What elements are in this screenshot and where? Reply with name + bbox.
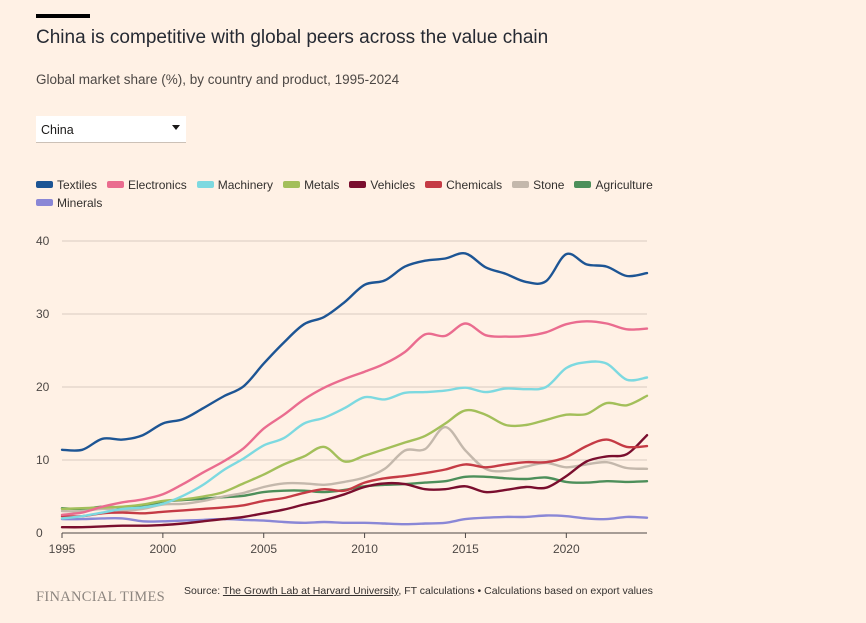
chart-subtitle: Global market share (%), by country and …	[36, 72, 400, 87]
legend-item-textiles: Textiles	[36, 178, 97, 192]
legend-label: Agriculture	[595, 178, 653, 192]
legend-label: Vehicles	[370, 178, 416, 192]
legend-item-stone: Stone	[512, 178, 564, 192]
legend-item-agriculture: Agriculture	[574, 178, 653, 192]
x-tick-label: 2010	[351, 542, 378, 556]
legend-label: Stone	[533, 178, 565, 192]
legend-swatch	[512, 181, 530, 189]
y-tick-label: 30	[36, 307, 50, 321]
source-prefix: Source:	[184, 585, 223, 597]
y-tick-label: 40	[36, 234, 50, 248]
chart-series-lines	[60, 251, 649, 529]
x-tick-label: 1995	[49, 542, 76, 556]
y-axis-ticks: 0 10 20 30 40	[36, 234, 50, 540]
y-tick-label: 0	[36, 526, 43, 540]
country-select-value: China	[41, 123, 74, 137]
series-line-vehicles	[60, 434, 649, 529]
y-tick-label: 20	[36, 380, 50, 394]
source-note: Source: The Growth Lab at Harvard Univer…	[184, 585, 654, 598]
series-line-textiles	[60, 251, 649, 452]
legend-label: Chemicals	[446, 178, 503, 192]
legend-swatch	[574, 181, 592, 189]
series-line-electronics	[60, 320, 649, 516]
source-link[interactable]: The Growth Lab at Harvard University	[222, 585, 399, 597]
legend-swatch	[283, 181, 301, 189]
series-line-minerals	[60, 514, 649, 526]
source-suffix: , FT calculations • Calculations based o…	[398, 585, 653, 597]
legend-item-vehicles: Vehicles	[349, 178, 415, 192]
header-accent-bar	[36, 14, 90, 18]
legend-item-machinery: Machinery	[196, 178, 274, 192]
series-line-metals	[60, 394, 649, 511]
legend-item-electronics: Electronics	[107, 178, 187, 192]
legend-swatch	[107, 181, 125, 189]
chart-title: China is competitive with global peers a…	[36, 27, 549, 48]
legend-label: Machinery	[217, 178, 274, 192]
x-tick-label: 2020	[553, 542, 580, 556]
legend-item-metals: Metals	[283, 178, 339, 192]
legend-swatch	[349, 181, 367, 189]
legend-item-chemicals: Chemicals	[425, 178, 502, 192]
legend-label: Textiles	[57, 178, 98, 192]
x-tick-label: 2000	[150, 542, 177, 556]
ft-logo: FINANCIAL TIMES	[36, 589, 165, 605]
country-select[interactable]: China	[36, 116, 186, 143]
chevron-down-icon	[172, 125, 180, 130]
series-line-chemicals	[60, 438, 649, 518]
x-tick-label: 2015	[452, 542, 479, 556]
chart-legend: Textiles Electronics Machinery Metals Vehicl…	[36, 178, 686, 214]
legend-label: Metals	[304, 178, 340, 192]
legend-item-minerals: Minerals	[36, 196, 102, 210]
legend-swatch	[36, 181, 53, 189]
legend-label: Minerals	[57, 196, 103, 210]
x-axis-ticks: 1995 2000 2005 2010 2015 2020	[49, 533, 580, 556]
y-tick-label: 10	[36, 453, 50, 467]
legend-swatch	[196, 181, 214, 189]
legend-label: Electronics	[128, 178, 187, 192]
series-line-machinery	[60, 360, 649, 520]
x-tick-label: 2005	[250, 542, 277, 556]
legend-swatch	[36, 199, 53, 207]
legend-swatch	[425, 181, 443, 189]
